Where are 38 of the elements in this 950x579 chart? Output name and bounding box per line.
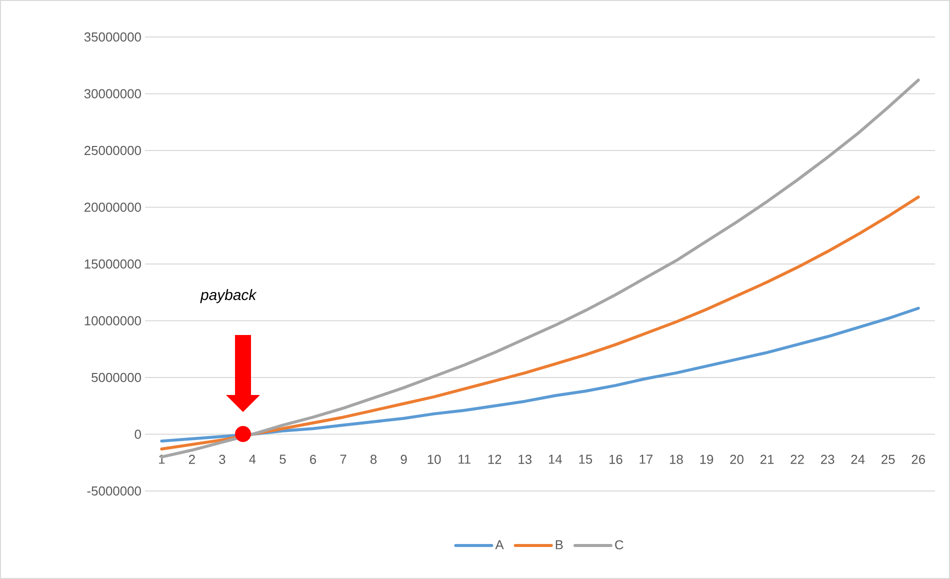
x-tick-label: 11 <box>458 454 470 464</box>
x-tick-label: 23 <box>821 454 834 464</box>
x-tick-label: 16 <box>609 454 622 464</box>
x-tick-label: 3 <box>219 454 226 464</box>
x-tick-label: 9 <box>400 454 407 464</box>
y-tick-label: 20000000 <box>84 202 141 212</box>
x-tick-label: 6 <box>310 454 316 464</box>
x-tick-label: 5 <box>280 454 286 464</box>
y-tick-label: 30000000 <box>84 89 141 98</box>
x-tick-label: 25 <box>882 454 895 464</box>
x-tick-label: 18 <box>670 454 683 464</box>
x-tick-label: 7 <box>340 454 346 464</box>
x-tick-label: 22 <box>790 454 804 464</box>
x-tick-label: 24 <box>851 454 865 464</box>
x-tick-label: 12 <box>488 454 502 464</box>
x-tick-label: 13 <box>518 454 532 464</box>
x-tick-label: 10 <box>428 454 441 464</box>
x-tick-label: 14 <box>548 454 562 464</box>
y-tick-label: -5000000 <box>87 486 141 496</box>
legend-label: C <box>615 540 624 550</box>
x-tick-label: 21 <box>760 454 774 464</box>
x-tick-label: 4 <box>249 454 256 464</box>
annotation: payback <box>200 289 257 304</box>
x-tick-label: 15 <box>579 454 592 464</box>
legend-label: A <box>495 540 504 550</box>
x-tick-label: 19 <box>700 454 714 464</box>
y-tick-label: 25000000 <box>84 146 141 156</box>
x-tick-label: 8 <box>370 454 377 464</box>
x-tick-label: 2 <box>188 454 195 464</box>
x-tick-label: 17 <box>640 454 652 464</box>
x-tick-label: 26 <box>912 454 926 464</box>
y-tick-label: 15000000 <box>84 259 141 269</box>
x-tick-label: 20 <box>730 454 744 464</box>
y-tick-label: 0 <box>134 430 141 439</box>
y-tick-label: 10000000 <box>84 316 141 326</box>
legend-label: B <box>556 540 563 550</box>
y-tick-label: 5000000 <box>92 372 141 382</box>
y-tick-label: 35000000 <box>84 32 141 42</box>
